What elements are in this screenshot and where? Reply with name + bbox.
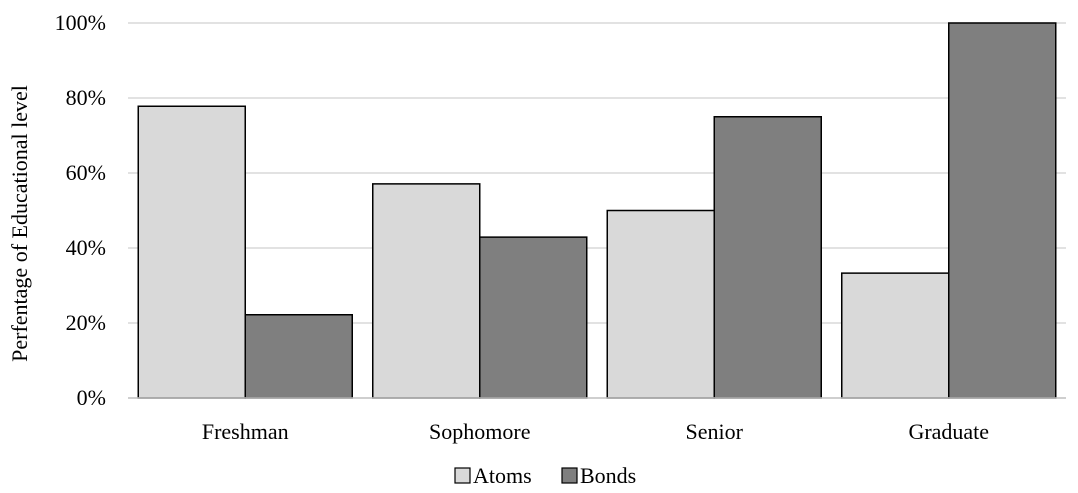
bar-bonds-senior xyxy=(713,116,822,399)
x-axis-category-labels: Freshman Sophomore Senior Graduate xyxy=(202,419,989,444)
bars xyxy=(137,22,1057,399)
bar-bonds-freshman xyxy=(244,314,353,399)
y-tick-label: 20% xyxy=(66,310,106,335)
bar-bonds-graduate xyxy=(948,22,1057,399)
y-tick-label: 40% xyxy=(66,235,106,260)
y-tick-label: 60% xyxy=(66,160,106,185)
y-tick-label: 0% xyxy=(77,385,106,410)
legend-swatch-bonds xyxy=(561,467,578,484)
x-category-label: Senior xyxy=(686,419,744,444)
y-axis-tick-labels: 0% 20% 40% 60% 80% 100% xyxy=(55,10,106,410)
bar-atoms-sophomore xyxy=(372,183,481,399)
bar-atoms-graduate xyxy=(841,272,950,399)
y-tick-label: 100% xyxy=(55,10,106,35)
y-tick-label: 80% xyxy=(66,85,106,110)
y-axis-title: Perfentage of Educational level xyxy=(7,85,32,362)
x-category-label: Freshman xyxy=(202,419,289,444)
bar-bonds-sophomore xyxy=(479,236,588,399)
x-category-label: Sophomore xyxy=(429,419,530,444)
bar-atoms-senior xyxy=(606,209,715,399)
legend: Atoms Bonds xyxy=(454,463,636,488)
legend-label-bonds: Bonds xyxy=(580,463,636,488)
x-category-label: Graduate xyxy=(908,419,989,444)
legend-swatch-atoms xyxy=(454,467,471,484)
legend-label-atoms: Atoms xyxy=(473,463,532,488)
bar-atoms-freshman xyxy=(137,105,246,399)
